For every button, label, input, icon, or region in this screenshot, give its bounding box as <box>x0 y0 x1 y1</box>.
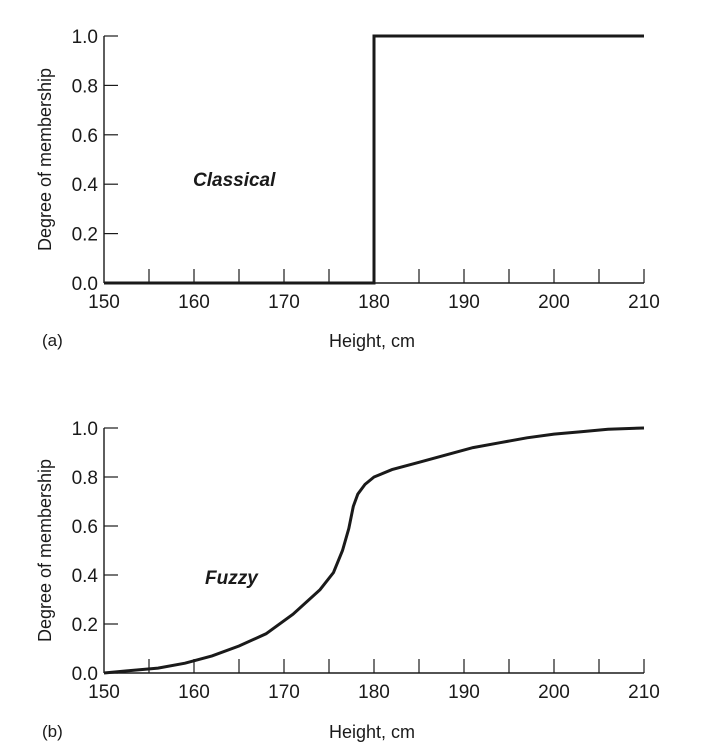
x-tick-label: 180 <box>358 682 390 703</box>
x-tick-label: 190 <box>448 682 480 703</box>
y-tick-label: 0.8 <box>72 468 98 489</box>
y-tick-label: 0.2 <box>72 225 98 246</box>
panel-label: (a) <box>42 331 63 350</box>
chart-panel-b: 0.0 0.2 0.4 0.6 0.8 1.0 150 160 170 180 190 200 210 H… <box>35 419 660 742</box>
x-tick-label: 170 <box>268 682 300 703</box>
membership-curve <box>103 426 645 675</box>
y-tick-label: 0.8 <box>72 76 98 97</box>
y-tick-label: 1.0 <box>72 419 98 440</box>
x-tick-label: 190 <box>448 292 480 313</box>
panel-label: (b) <box>42 722 63 741</box>
x-tick-label: 170 <box>268 292 300 313</box>
y-tick-label: 0.6 <box>72 126 98 147</box>
y-axis-title: Degree of membership <box>35 459 55 642</box>
y-tick-label: 0.0 <box>72 274 98 295</box>
x-tick-label: 160 <box>178 292 210 313</box>
y-tick-label: 0.0 <box>72 664 98 685</box>
x-tick-label: 150 <box>88 682 120 703</box>
y-tick-label: 0.2 <box>72 615 98 636</box>
x-tick-label: 150 <box>88 292 120 313</box>
y-tick-label: 1.0 <box>72 27 98 48</box>
x-tick-label: 210 <box>628 292 660 313</box>
x-tick-label: 160 <box>178 682 210 703</box>
y-tick-label: 0.4 <box>72 566 99 587</box>
chart-annotation: Classical <box>193 170 276 191</box>
x-tick-label: 210 <box>628 682 660 703</box>
membership-curve <box>104 34 644 285</box>
chart-panel-a: 0.0 0.2 0.4 0.6 0.8 1.0 150 160 170 180 190 200 210 H… <box>35 27 660 351</box>
y-axis-title: Degree of membership <box>35 68 55 251</box>
y-tick-label: 0.6 <box>72 517 98 538</box>
y-tick-label: 0.4 <box>72 175 99 196</box>
x-axis-title: Height, cm <box>329 331 415 351</box>
chart-annotation: Fuzzy <box>205 568 259 589</box>
x-axis-title: Height, cm <box>329 722 415 742</box>
x-tick-label: 200 <box>538 292 570 313</box>
x-tick-label: 200 <box>538 682 570 703</box>
x-tick-label: 180 <box>358 292 390 313</box>
